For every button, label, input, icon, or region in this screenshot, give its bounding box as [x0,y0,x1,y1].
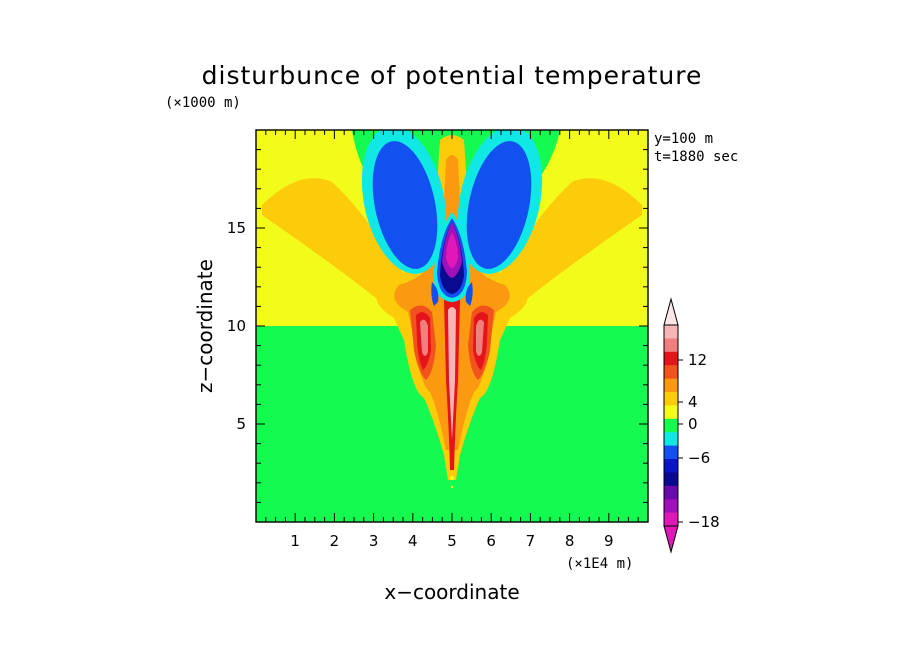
colorbar-tick-label: −18 [688,513,720,531]
x-tick-label: 6 [486,532,496,550]
colorbar-level [664,405,678,420]
contour-field [256,130,648,522]
field-left-claw [431,282,439,306]
colorbar-level [664,512,678,527]
colorbar-max-arrow [663,297,679,326]
x-axis-label: x−coordinate [384,580,519,604]
colorbar-level [664,338,678,353]
colorbar-level [664,351,678,366]
colorbar-level [664,418,678,433]
colorbar-min-arrow [663,525,679,554]
field-central-magenta-tip [446,232,458,268]
colorbar-level [664,392,678,406]
colorbar-level [664,459,678,473]
field-left-blue-lobe [372,141,438,269]
x-tick-label: 1 [290,532,300,550]
field-central-pink-column [448,307,456,440]
colorbar-tick-label: 4 [688,393,698,411]
colorbar-level [664,432,678,447]
annotation-t: t=1880 sec [654,149,738,165]
colorbar-level [664,325,678,339]
y-tick-label: 5 [236,415,246,433]
y-tick-label: 10 [227,317,246,335]
field-right-blue-lobe [466,141,532,269]
colorbar-level [664,445,678,460]
x-tick-label: 5 [447,532,457,550]
axis-tick-labels: 1 2 3 4 5 6 7 8 9 5 10 15 [227,219,614,550]
field-right-pink-core [476,319,484,356]
field-dot-1 [450,476,454,480]
x-tick-label: 2 [330,532,340,550]
x-tick-label: 3 [369,532,379,550]
y-unit-label: (×1000 m) [165,95,241,111]
colorbar-frame [663,324,679,527]
colorbar-level [664,365,678,380]
colorbar-level [664,378,678,393]
axis-ticks [255,129,649,523]
field-right-claw [465,282,473,306]
y-tick-label: 15 [227,219,246,237]
y-axis-label: z−coordinate [193,259,217,393]
field-left-pink-core [420,319,428,356]
colorbar-level [664,472,678,487]
colorbar-tick-label: −6 [688,449,710,467]
colorbar-level [664,485,678,500]
colorbar-tick-label: 0 [688,415,698,433]
x-tick-label: 4 [408,532,418,550]
colorbar-level [664,499,678,514]
colorbar [663,297,679,554]
x-unit-label: (×1E4 m) [566,556,633,572]
x-tick-label: 9 [604,532,614,550]
chart-title: disturbunce of potential temperature [202,61,703,90]
annotation-y: y=100 m [654,131,713,147]
colorbar-tick-label: 12 [688,351,707,369]
x-tick-label: 8 [565,532,575,550]
x-tick-label: 7 [526,532,536,550]
colorbar-labels: 12 4 0 −6 −18 [678,351,720,531]
field-dot-2 [450,485,454,489]
